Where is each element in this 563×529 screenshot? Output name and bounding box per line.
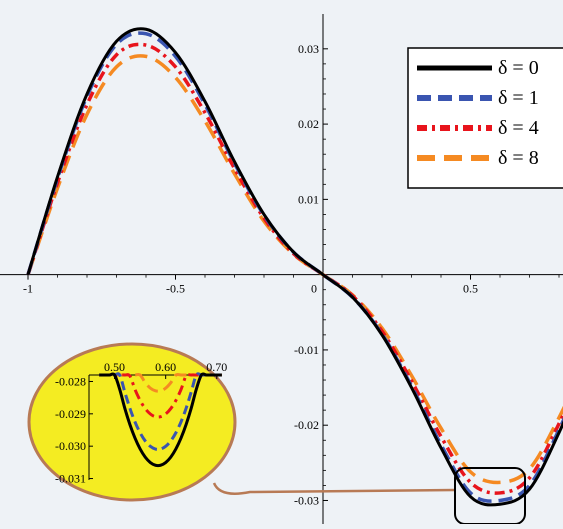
y-tick-label: 0.02: [298, 117, 319, 131]
y-tick-label: 0.03: [298, 42, 319, 56]
legend-box: [407, 47, 563, 189]
inset-y-tick-label: -0.031: [55, 472, 86, 486]
zoom-region: [212, 467, 526, 525]
inset-ellipse: [27, 342, 237, 502]
series-line-2: [26, 42, 563, 495]
x-tick-label: 0.5: [463, 282, 478, 296]
inset-zoom: 0.50 0.60 0.70 -0.028 -0.029 -0.030 -0.031: [27, 342, 237, 502]
inset-series-line-2: [99, 373, 222, 419]
inset-x-tick-label: 0.70: [206, 360, 227, 374]
inset-series-line-0: [99, 372, 222, 468]
y-tick-label: 0.01: [298, 192, 319, 206]
zoom-connector-line: [212, 482, 456, 495]
legend-label-2: δ = 4: [498, 117, 539, 139]
legend: δ = 0 δ = 1 δ = 4 δ = 8: [407, 47, 563, 189]
axes: -1 -0.5 0 0.5 0.03 0.02 0.01 -0.01 -0.02 -0.03: [0, 14, 563, 524]
inset-y-tick-label: -0.030: [55, 439, 86, 453]
inset-x-tick-label: 0.50: [104, 360, 125, 374]
y-tick-label: -0.01: [294, 343, 319, 357]
legend-label-3: δ = 8: [498, 147, 539, 169]
inset-x-tick-label: 0.60: [155, 360, 176, 374]
y-tick-label: -0.03: [294, 493, 319, 507]
x-tick-label: 0: [311, 282, 317, 296]
x-tick-label: -0.5: [166, 282, 185, 296]
inset-y-tick-label: -0.029: [55, 407, 86, 421]
zoom-box: [454, 467, 526, 525]
legend-label-0: δ = 0: [498, 57, 539, 79]
y-tick-label: -0.02: [294, 418, 319, 432]
legend-label-1: δ = 1: [498, 87, 539, 109]
x-tick-label: -1: [23, 282, 33, 296]
inset-y-tick-label: -0.028: [55, 374, 86, 388]
series-line-1: [26, 31, 563, 503]
